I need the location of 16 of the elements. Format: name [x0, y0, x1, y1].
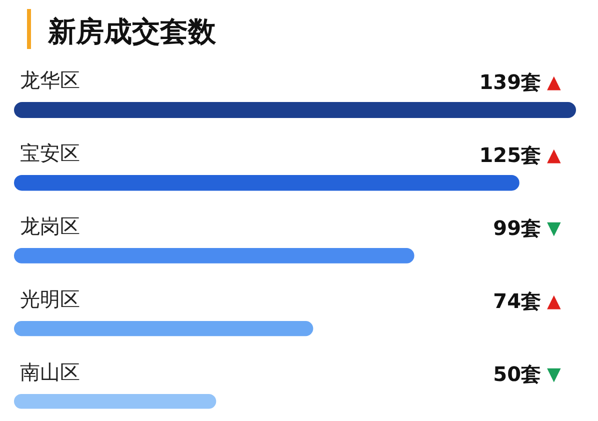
annotation: ▼ — [547, 364, 561, 385]
annotation: ▲ — [547, 145, 561, 166]
chart-title: 新房成交套数 — [47, 15, 217, 48]
annotation: ▲ — [547, 72, 561, 93]
annotation: ▼ — [547, 218, 561, 239]
y-tick-label: 南山区 — [20, 360, 80, 384]
y-tick-label: 龙华区 — [20, 68, 80, 92]
data-label: 50套 — [493, 362, 541, 386]
data-label: 139套 — [479, 70, 541, 94]
y-tick-label: 光明区 — [20, 287, 80, 311]
data-label: 125套 — [479, 143, 541, 167]
data-label: 99套 — [493, 216, 541, 240]
annotation: ▲ — [547, 291, 561, 312]
y-tick-label: 龙岗区 — [20, 214, 80, 238]
y-tick-label: 宝安区 — [20, 141, 80, 165]
data-label: 74套 — [493, 289, 541, 313]
